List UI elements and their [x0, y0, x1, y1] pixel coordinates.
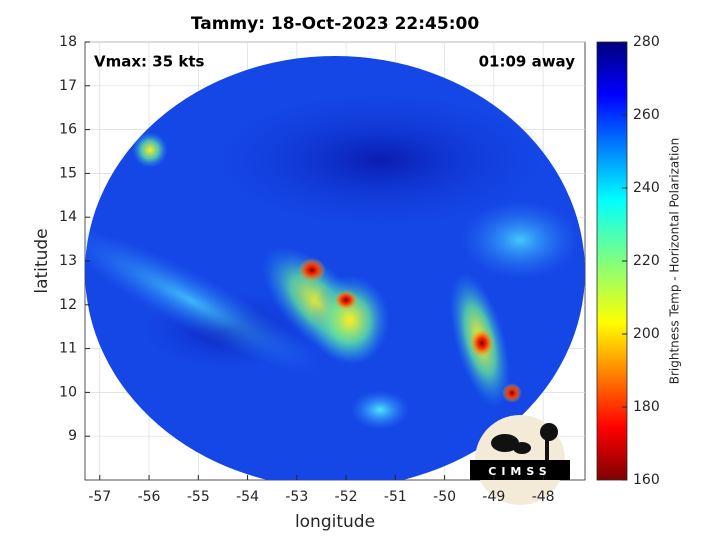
y-tick-label: 17	[59, 78, 77, 94]
y-tick-label: 12	[59, 297, 77, 313]
y-tick-label: 10	[59, 384, 77, 400]
colorbar-label: Brightness Temp - Horizontal Polarizatio…	[668, 138, 682, 385]
intensity-label: Vmax: 35 kts	[94, 53, 204, 71]
x-tick-label: -54	[236, 489, 259, 505]
y-tick-label: 9	[68, 428, 77, 444]
x-tick-label: -53	[285, 489, 308, 505]
logo-text: CIMSS	[488, 465, 551, 478]
y-tick-label: 11	[59, 341, 77, 357]
colorbar-tick-label: 160	[633, 472, 660, 488]
colorbar-tick-label: 240	[633, 180, 660, 196]
y-tick-label: 14	[59, 209, 77, 225]
colorbar-tick-label: 180	[633, 399, 660, 415]
colorbar-tick-label: 200	[633, 326, 660, 342]
x-tick-label: -50	[433, 489, 456, 505]
y-tick-label: 13	[59, 253, 77, 269]
cimss-logo: CIMSS	[470, 415, 570, 505]
x-tick-label: -55	[187, 489, 210, 505]
brightness-field	[85, 56, 585, 480]
x-axis-label: longitude	[295, 512, 375, 532]
x-tick-label: -52	[335, 489, 358, 505]
y-tick-label: 18	[59, 34, 77, 50]
y-tick-label: 16	[59, 122, 77, 138]
x-tick-label: -51	[384, 489, 407, 505]
y-axis-label: latitude	[32, 228, 52, 293]
x-tick-label: -57	[88, 489, 111, 505]
time-offset-label: 01:09 away	[479, 53, 576, 71]
map-title: Tammy: 18-Oct-2023 22:45:00	[191, 14, 479, 34]
colorbar-tick-label: 280	[633, 34, 660, 50]
colorbar-tick-label: 260	[633, 107, 660, 123]
y-tick-label: 15	[59, 165, 77, 181]
x-tick-label: -56	[138, 489, 161, 505]
x-tick-label: -48	[532, 489, 555, 505]
x-tick-label: -49	[482, 489, 505, 505]
colorbar-tick-label: 220	[633, 253, 660, 269]
